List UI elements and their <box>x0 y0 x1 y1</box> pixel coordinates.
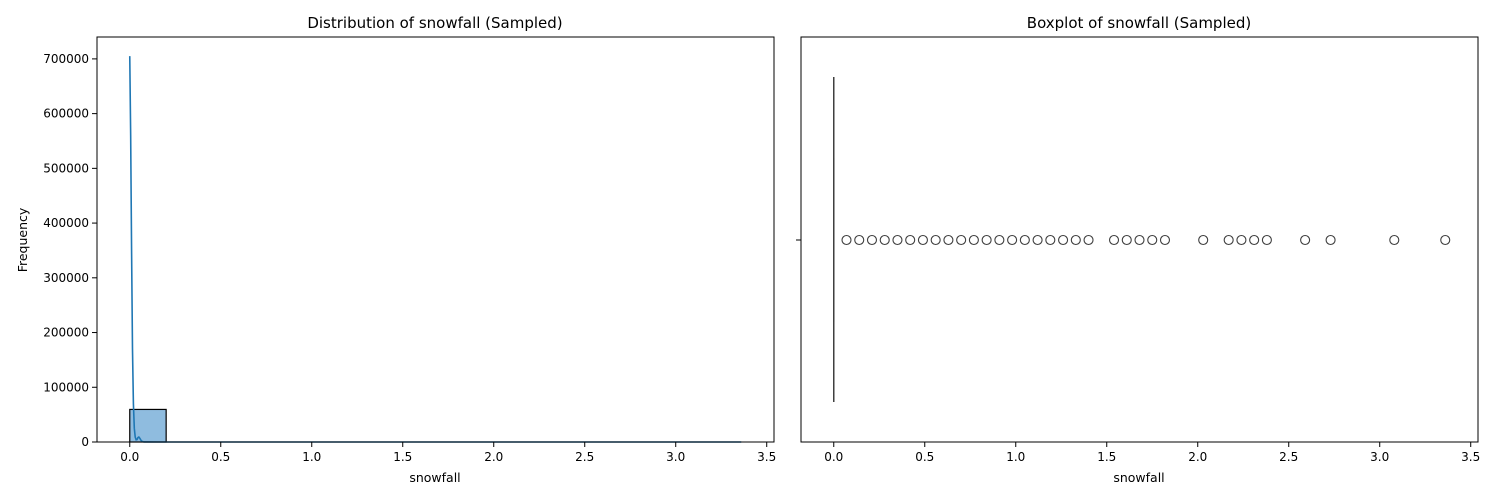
y-tick-label: 200000 <box>43 326 89 340</box>
outlier-point <box>879 234 890 246</box>
y-tick-label: 500000 <box>43 161 89 175</box>
outlier-point <box>930 234 941 246</box>
histogram-y-ticks: 0 100000 200000 300000 400000 500000 600000 700… <box>43 52 97 449</box>
boxplot-x-axis-label: snowfall <box>1113 470 1164 485</box>
outlier-point <box>892 234 903 246</box>
x-tick-label: 2.0 <box>484 450 503 464</box>
y-tick-label: 0 <box>81 435 89 449</box>
y-tick-label: 100000 <box>43 380 89 394</box>
outlier-point <box>994 234 1005 246</box>
x-tick-label: 1.5 <box>393 450 412 464</box>
outlier-point <box>1249 234 1260 246</box>
x-tick-label: 0.5 <box>915 450 934 464</box>
histogram-x-ticks: 0.0 0.5 1.0 1.5 2.0 2.5 3.0 3.5 <box>120 442 776 464</box>
y-tick-label: 300000 <box>43 271 89 285</box>
boxplot-outliers <box>841 234 1451 246</box>
x-tick-label: 0.0 <box>120 450 139 464</box>
histogram-x-axis-label: snowfall <box>409 470 460 485</box>
y-tick-label: 400000 <box>43 216 89 230</box>
outlier-point <box>1058 234 1069 246</box>
outlier-point <box>854 234 865 246</box>
outlier-point <box>1032 234 1043 246</box>
x-tick-label: 0.5 <box>211 450 230 464</box>
boxplot-title: Boxplot of snowfall (Sampled) <box>1027 14 1251 32</box>
outlier-point <box>1440 234 1451 246</box>
histogram-bars <box>129 408 742 443</box>
x-tick-label: 3.0 <box>1370 450 1389 464</box>
outlier-point <box>1261 234 1272 246</box>
kde-line <box>128 56 742 443</box>
x-tick-label: 2.5 <box>575 450 594 464</box>
x-tick-label: 2.5 <box>1279 450 1298 464</box>
outlier-point <box>1108 234 1120 246</box>
outlier-point <box>1070 234 1081 246</box>
outlier-point <box>905 234 916 246</box>
x-tick-label: 3.0 <box>666 450 685 464</box>
y-tick-label: 600000 <box>43 107 89 121</box>
outlier-point <box>1236 234 1247 246</box>
outlier-point <box>1223 234 1234 246</box>
x-tick-label: 1.5 <box>1097 450 1116 464</box>
x-tick-label: 3.5 <box>757 450 776 464</box>
outlier-point <box>1300 234 1311 246</box>
outlier-point <box>1159 234 1171 246</box>
boxplot-axes-frame <box>800 36 1479 443</box>
outlier-point <box>956 234 967 246</box>
outlier-point <box>866 234 878 246</box>
outlier-point <box>1134 234 1145 246</box>
outlier-point <box>841 234 852 246</box>
boxplot-x-ticks: 0.0 0.5 1.0 1.5 2.0 2.5 3.0 3.5 <box>824 442 1480 464</box>
histogram-axes-frame <box>96 36 775 443</box>
outlier-point <box>1389 234 1400 246</box>
outlier-point <box>917 234 928 246</box>
outlier-point <box>1198 234 1209 246</box>
x-tick-label: 3.5 <box>1461 450 1480 464</box>
x-tick-label: 0.0 <box>824 450 843 464</box>
outlier-point <box>1147 234 1158 246</box>
outlier-point <box>1007 234 1018 246</box>
outlier-point <box>1325 234 1336 246</box>
outlier-point <box>968 234 979 246</box>
y-tick-label: 700000 <box>43 52 89 66</box>
outlier-point <box>1121 234 1132 246</box>
outlier-point <box>1083 234 1094 246</box>
histogram-title: Distribution of snowfall (Sampled) <box>307 14 562 32</box>
histogram-y-axis-label: Frequency <box>15 207 30 272</box>
outlier-point <box>1019 234 1030 246</box>
histogram-panel: Distribution of snowfall (Sampled) 0.0 0.… <box>15 14 776 485</box>
outlier-point <box>1045 234 1056 246</box>
x-tick-label: 1.0 <box>302 450 321 464</box>
outlier-point <box>943 234 954 246</box>
outlier-point <box>981 234 992 246</box>
boxplot-panel: Boxplot of snowfall (Sampled) 0.0 0.5 1.0 1… <box>796 14 1480 485</box>
x-tick-label: 1.0 <box>1006 450 1025 464</box>
x-tick-label: 2.0 <box>1188 450 1207 464</box>
